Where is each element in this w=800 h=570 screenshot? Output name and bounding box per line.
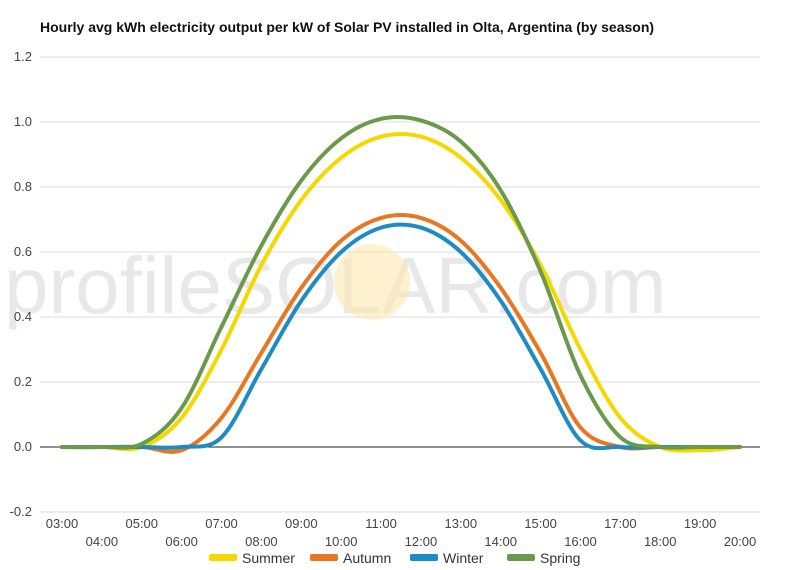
x-tick-label: 17:00 [604,516,637,531]
legend-label-winter: Winter [443,550,484,566]
y-tick-label: 0.2 [14,374,32,389]
x-tick-label: 03:00 [46,516,79,531]
legend-swatch-spring [507,554,535,561]
y-tick-label: -0.2 [10,504,32,519]
series-line-summer [60,131,742,453]
series-line-spring [60,114,742,450]
legend-label-summer: Summer [242,550,295,566]
x-tick-label: 16:00 [564,534,597,549]
x-tick-label: 13:00 [445,516,478,531]
legend-swatch-summer [209,554,237,561]
y-tick-label: 0.8 [14,179,32,194]
x-tick-label: 10:00 [325,534,358,549]
x-tick-label: 14:00 [484,534,517,549]
x-tick-label: 12:00 [405,534,438,549]
y-tick-label: 1.2 [14,49,32,64]
x-tick-label: 20:00 [724,534,757,549]
legend-swatch-winter [410,554,438,561]
y-tick-label: 0.6 [14,244,32,259]
chart-title: Hourly avg kWh electricity output per kW… [40,19,655,35]
grid-lines [40,56,760,513]
y-tick-label: 0.4 [14,309,32,324]
x-tick-label: 07:00 [205,516,238,531]
x-tick-label: 19:00 [684,516,717,531]
x-axis-ticks: 03:00 04:00 05:00 06:00 07:00 08:00 09:00 10:00… [46,516,757,549]
series-lines [60,114,742,454]
x-tick-label: 06:00 [165,534,198,549]
y-axis-ticks: -0.2 0.0 0.2 0.4 0.6 0.8 1.0 1.2 [10,49,32,519]
x-tick-label: 11:00 [365,516,397,531]
x-tick-label: 09:00 [285,516,318,531]
x-tick-label: 05:00 [125,516,158,531]
series-line-winter [60,222,742,451]
legend-swatch-autumn [310,554,338,561]
legend-label-spring: Spring [540,550,580,566]
legend-label-autumn: Autumn [343,550,391,566]
x-tick-label: 08:00 [245,534,278,549]
y-tick-label: 0.0 [14,439,32,454]
y-tick-label: 1.0 [14,114,32,129]
x-tick-label: 18:00 [644,534,677,549]
watermark-sun-icon [334,244,410,320]
legend: Summer Autumn Winter Spring [209,550,580,566]
x-tick-label: 04:00 [86,534,119,549]
x-tick-label: 15:00 [524,516,557,531]
